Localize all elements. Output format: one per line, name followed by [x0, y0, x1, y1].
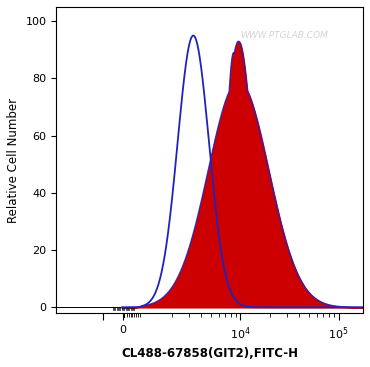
Text: WWW.PTGLAB.COM: WWW.PTGLAB.COM — [240, 30, 328, 40]
X-axis label: CL488-67858(GIT2),FITC-H: CL488-67858(GIT2),FITC-H — [121, 347, 298, 360]
Y-axis label: Relative Cell Number: Relative Cell Number — [7, 98, 20, 222]
